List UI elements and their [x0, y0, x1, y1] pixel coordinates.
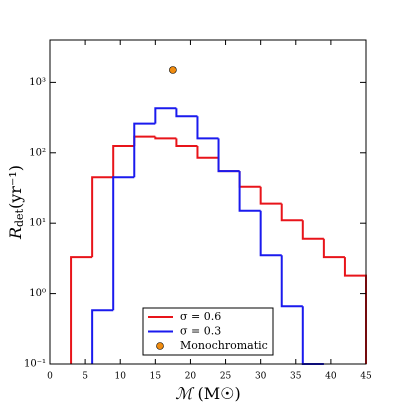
histogram-step [112, 176, 135, 311]
histogram-step [217, 157, 240, 173]
histogram-step [259, 210, 282, 257]
histogram-step [322, 238, 345, 259]
x-label-unit: (M☉) [197, 384, 240, 403]
x-label-symbol: ℳ [175, 384, 195, 403]
histogram-step [70, 256, 93, 364]
histogram-step [217, 138, 240, 173]
histogram-step [175, 108, 198, 118]
histogram-step [175, 138, 198, 147]
histogram-step [154, 136, 177, 140]
x-tick-label: 40 [325, 372, 337, 382]
x-axis-label: ℳ (M☉) [175, 384, 240, 403]
point [169, 66, 177, 74]
x-tick-label: 20 [185, 372, 197, 382]
legend-label: σ = 0.3 [180, 325, 221, 338]
histogram-step [280, 203, 303, 222]
y-axis-label: Rdet(yr⁻¹) [6, 165, 27, 240]
x-tick-label: 30 [255, 372, 267, 382]
histogram-step [343, 257, 367, 364]
x-tick-label: 5 [82, 372, 88, 382]
x-tick-label: 0 [47, 372, 53, 382]
histogram-step [196, 145, 219, 159]
legend-label: σ = 0.6 [180, 310, 221, 323]
histogram-step [301, 220, 324, 240]
plot-frame [49, 39, 367, 365]
x-tick-label: 15 [150, 372, 162, 382]
y-label-symbol: R [6, 227, 25, 240]
y-label-unit: (yr⁻¹) [6, 165, 25, 209]
legend-label: Monochromatic [180, 339, 268, 352]
y-tick-label: 10⁰ [29, 288, 46, 299]
histogram-step [301, 306, 324, 365]
y-label-subscript: det [13, 208, 26, 227]
x-tick-label: 45 [360, 372, 372, 382]
histogram-step [91, 309, 114, 364]
histogram-step [280, 255, 303, 308]
histogram-step [196, 116, 219, 140]
histogram-step [238, 171, 261, 212]
x-tick-label: 25 [220, 372, 232, 382]
y-tick-label: 10⁻¹ [24, 359, 46, 370]
histogram-step [133, 122, 156, 178]
y-tick-label: 10² [29, 147, 46, 158]
histogram-step [259, 186, 282, 205]
x-tick-label: 10 [114, 372, 126, 382]
histogram-step [91, 176, 114, 258]
histogram-step [133, 135, 156, 146]
y-tick-label: 10¹ [29, 218, 46, 229]
histogram-step [154, 107, 177, 124]
histogram-step [238, 171, 261, 188]
y-tick-label: 10³ [29, 77, 46, 88]
histogram-step [112, 144, 135, 178]
legend-swatch [156, 342, 164, 350]
x-tick-label: 35 [290, 372, 302, 382]
